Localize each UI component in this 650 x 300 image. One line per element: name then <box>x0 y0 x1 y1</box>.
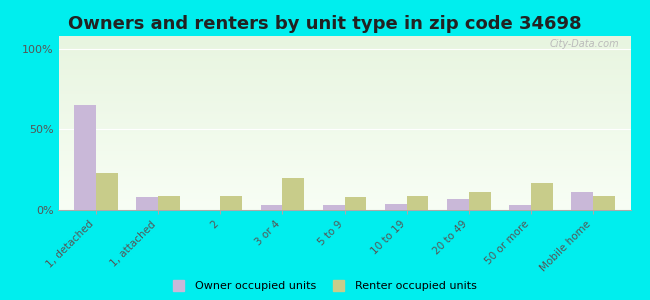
Bar <box>469 192 491 210</box>
Text: Owners and renters by unit type in zip code 34698: Owners and renters by unit type in zip c… <box>68 15 582 33</box>
Bar <box>593 196 615 210</box>
Bar <box>385 204 407 210</box>
Legend: Owner occupied units, Renter occupied units: Owner occupied units, Renter occupied un… <box>173 281 477 291</box>
Bar <box>136 197 158 210</box>
Bar <box>158 196 180 210</box>
Bar <box>344 197 366 210</box>
Bar <box>407 196 428 210</box>
Bar <box>447 199 469 210</box>
Text: City-Data.com: City-Data.com <box>549 40 619 50</box>
Bar <box>74 105 96 210</box>
Bar <box>323 205 345 210</box>
Bar <box>531 183 552 210</box>
Bar <box>282 178 304 210</box>
Bar <box>261 205 282 210</box>
Bar <box>509 205 531 210</box>
Bar <box>571 192 593 210</box>
Bar <box>220 196 242 210</box>
Bar <box>96 173 118 210</box>
